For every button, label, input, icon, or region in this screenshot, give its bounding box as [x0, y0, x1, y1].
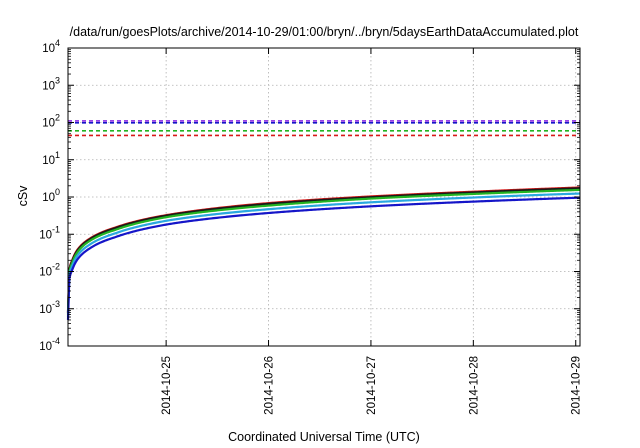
series-line: [66, 187, 581, 313]
y-tick-base: 10: [42, 43, 55, 55]
y-tick-label: 103: [42, 75, 60, 92]
series-line: [66, 188, 581, 315]
y-tick-label: 10-1: [39, 224, 60, 241]
y-tick-base: 10: [39, 304, 52, 316]
y-tick-label: 101: [42, 150, 60, 167]
y-tick-exponent: -1: [52, 224, 60, 234]
y-tick-label: 104: [42, 38, 60, 55]
x-tick-label: 2014-10-28: [468, 356, 480, 415]
y-tick-label: 10-3: [39, 299, 60, 316]
series-line: [66, 196, 581, 320]
y-tick-base: 10: [39, 341, 52, 353]
y-tick-exponent: -4: [52, 336, 60, 346]
y-tick-base: 10: [42, 155, 55, 167]
series-line: [66, 192, 581, 318]
y-axis-label: cSv: [16, 185, 30, 207]
x-axis-ticks: 2014-10-25 2014-10-26 2014-10-27 2014-10-28…: [161, 48, 583, 415]
y-tick-exponent: 0: [55, 187, 60, 197]
y-tick-base: 10: [42, 80, 55, 92]
y-tick-base: 10: [42, 118, 55, 130]
x-tick-label: 2014-10-26: [264, 356, 276, 415]
y-tick-exponent: 2: [55, 113, 60, 123]
y-tick-exponent: 4: [55, 38, 60, 48]
y-tick-base: 10: [42, 192, 55, 204]
y-tick-exponent: -3: [52, 299, 60, 309]
threshold-lines: [68, 120, 580, 137]
x-axis-label: Coordinated Universal Time (UTC): [228, 430, 420, 444]
y-tick-exponent: -2: [52, 262, 60, 272]
y-tick-base: 10: [39, 229, 52, 241]
x-tick-label: 2014-10-29: [571, 356, 583, 415]
y-tick-label: 10-4: [39, 336, 60, 353]
x-tick-label: 2014-10-27: [366, 356, 378, 415]
series-lines: [66, 186, 581, 320]
y-tick-label: 10-2: [39, 262, 60, 279]
y-tick-label: 100: [42, 187, 60, 204]
y-tick-label: 102: [42, 113, 60, 130]
y-tick-base: 10: [39, 267, 52, 279]
chart-title: /data/run/goesPlots/archive/2014-10-29/0…: [70, 25, 579, 39]
y-tick-exponent: 3: [55, 75, 60, 85]
x-tick-label: 2014-10-25: [161, 356, 173, 415]
y-tick-exponent: 1: [55, 150, 60, 160]
